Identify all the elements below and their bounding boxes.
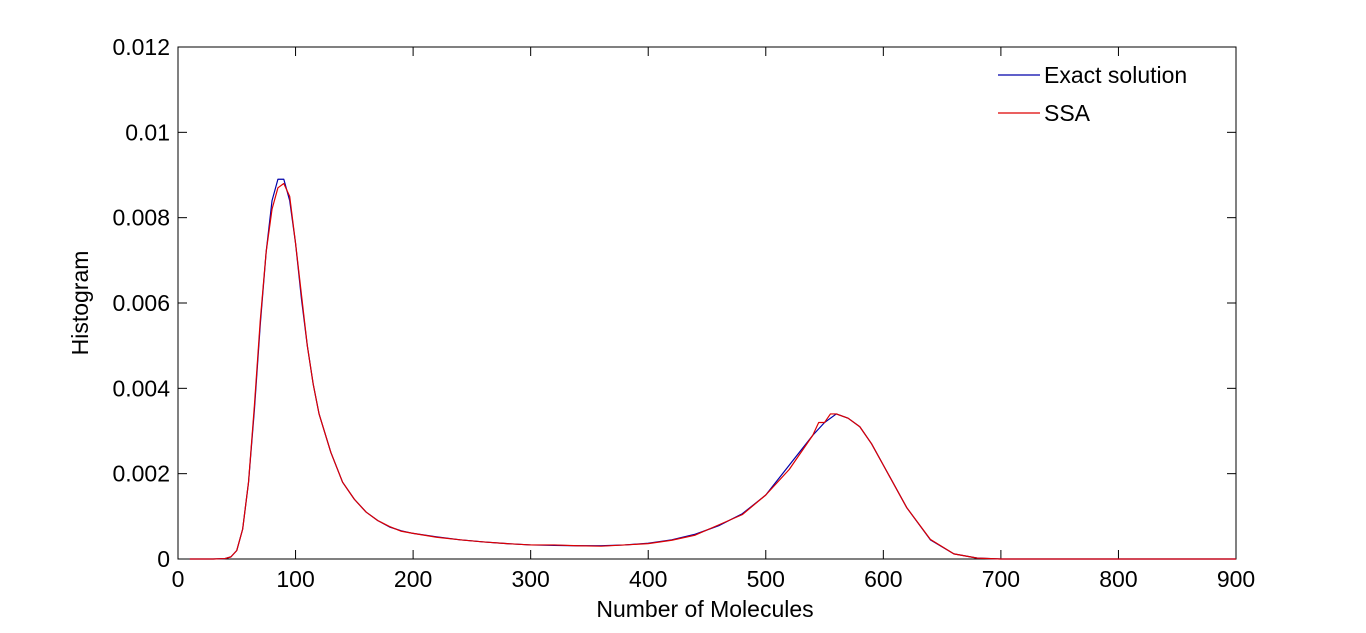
x-tick-label: 700 (982, 566, 1020, 592)
y-tick-label: 0.012 (112, 34, 170, 60)
x-tick-label: 400 (629, 566, 667, 592)
y-tick-label: 0.01 (125, 119, 170, 145)
series-line-exact-solution (189, 178, 1236, 560)
series-line-ssa (189, 182, 1236, 560)
legend: Exact solution SSA (998, 62, 1187, 126)
x-axis-title: Number of Molecules (596, 596, 813, 622)
x-tick-label: 200 (394, 566, 432, 592)
x-tick-label: 800 (1099, 566, 1137, 592)
legend-label: SSA (1044, 100, 1091, 126)
x-tick-label: 0 (172, 566, 185, 592)
legend-label: Exact solution (1044, 62, 1187, 88)
tick-labels: 0 100 200 300 400 500 600 700 800 900 0 0.002 0.004 0… (112, 34, 1255, 592)
y-tick-label: 0.002 (112, 461, 170, 487)
x-tick-label: 600 (864, 566, 902, 592)
y-axis-title: Histogram (67, 251, 93, 356)
y-tick-label: 0 (157, 546, 170, 572)
y-tick-label: 0.008 (112, 205, 170, 231)
x-tick-label: 900 (1217, 566, 1255, 592)
x-tick-label: 300 (511, 566, 549, 592)
x-tick-label: 100 (276, 566, 314, 592)
y-tick-label: 0.006 (112, 290, 170, 316)
series-lines (189, 178, 1236, 560)
x-tick-label: 500 (747, 566, 785, 592)
y-tick-label: 0.004 (112, 375, 170, 401)
